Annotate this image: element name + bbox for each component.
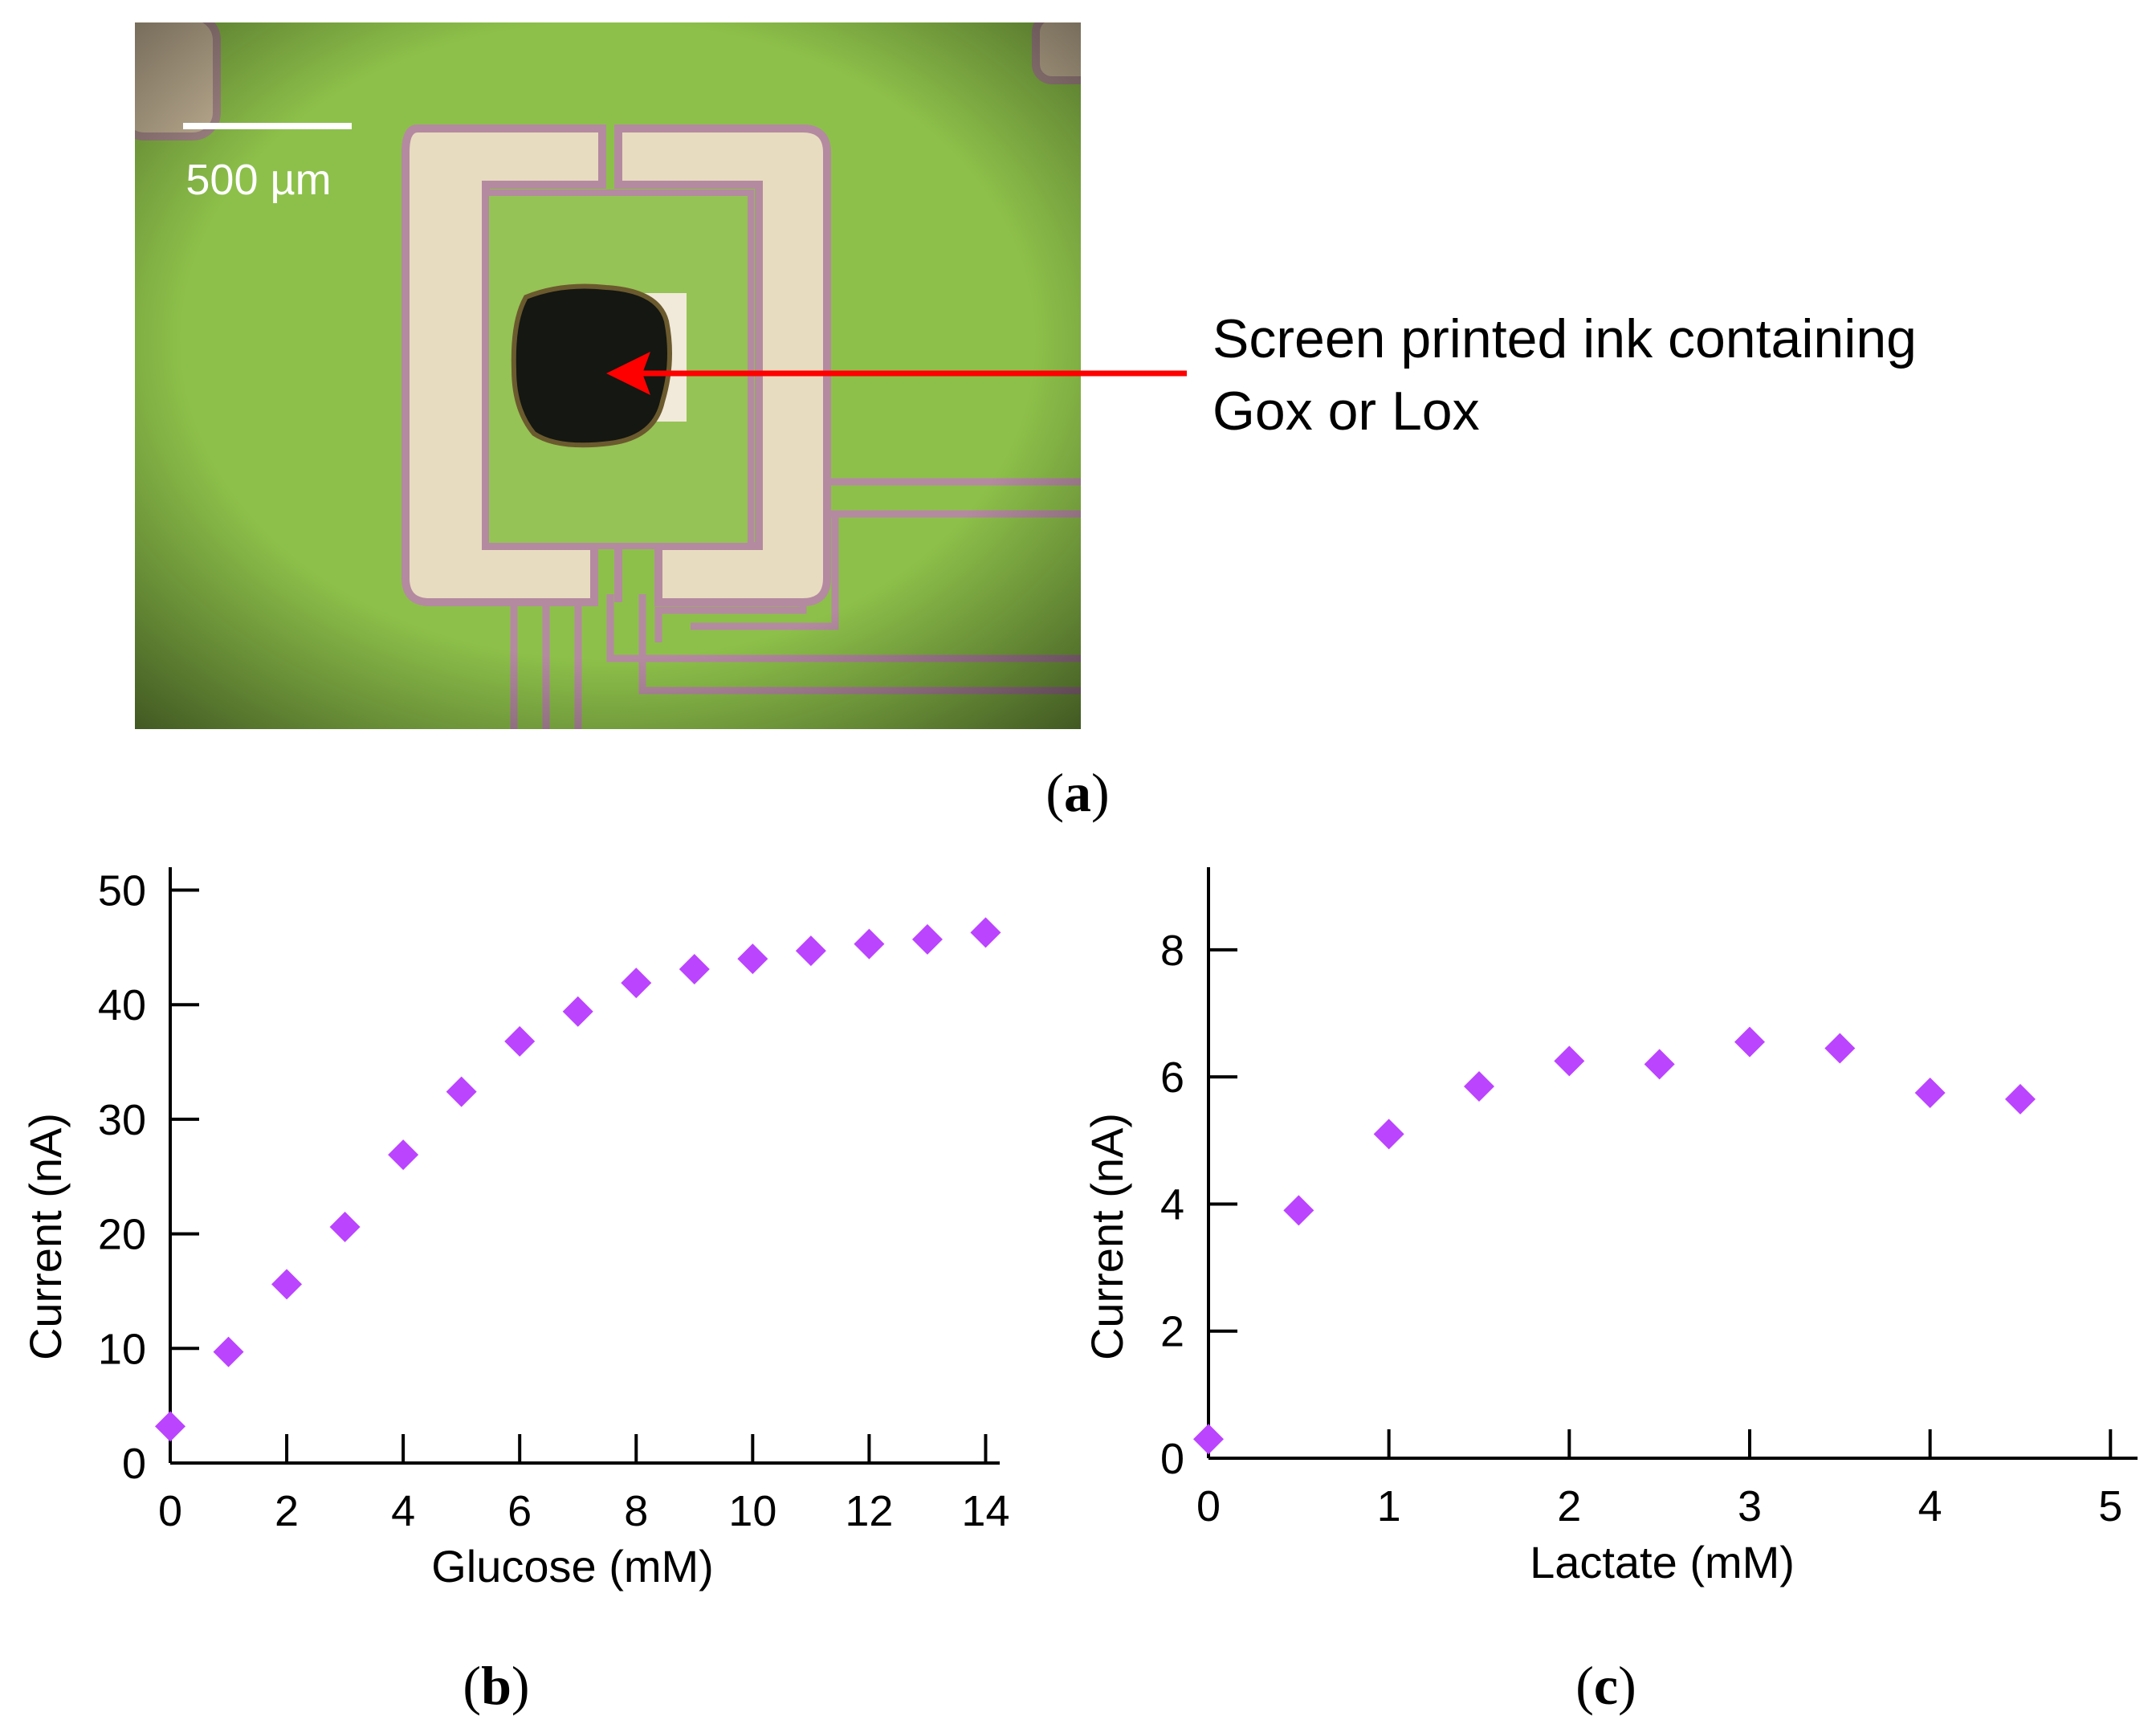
scale-bar-label: 500 µm [185,156,331,204]
data-point [1824,1033,1856,1064]
data-point [155,1411,185,1442]
y-tick-label: 8 [1160,927,1184,975]
y-tick-label: 0 [1160,1435,1184,1483]
lactate-x-axis-title: Lactate (mM) [1530,1537,1795,1587]
data-point [970,917,1001,948]
x-tick-label: 0 [1196,1482,1221,1530]
data-point [854,928,885,960]
data-point [2004,1083,2036,1115]
data-point [388,1139,419,1171]
data-point [1283,1195,1314,1226]
x-tick-label: 10 [728,1487,776,1535]
x-tick-label: 14 [961,1487,1009,1535]
y-tick-label: 50 [98,867,146,915]
data-point [562,996,593,1027]
y-tick-label: 30 [98,1096,146,1144]
x-tick-label: 2 [1557,1482,1581,1530]
glucose-x-axis-title: Glucose (mM) [431,1541,714,1591]
x-tick-label: 6 [507,1487,532,1535]
data-point [911,923,943,955]
x-tick-label: 5 [2098,1482,2122,1530]
data-point [679,953,710,984]
data-point [271,1269,303,1300]
data-point [1554,1045,1585,1077]
glucose-y-axis-title: Current (nA) [20,1113,71,1360]
data-point [737,943,768,975]
annotation-line-1: Screen printed ink containing [1212,308,1917,369]
panel-label-c: (c) [1575,1655,1636,1716]
data-point [621,968,652,999]
glucose-chart: 0 10 20 30 40 50 0 2 4 6 8 10 12 14 Glucose (mM) Cur… [20,867,1010,1591]
x-tick-label: 0 [158,1487,182,1535]
data-point [1193,1424,1224,1455]
annotation-arrow [606,352,1187,395]
x-tick-label: 12 [845,1487,893,1535]
x-tick-label: 4 [391,1487,415,1535]
y-tick-label: 40 [98,981,146,1029]
annotation-line-2: Gox or Lox [1212,381,1480,442]
y-tick-label: 0 [122,1440,146,1488]
y-tick-label: 4 [1160,1180,1184,1229]
data-point [1644,1049,1675,1080]
data-point [504,1025,536,1057]
x-tick-label: 1 [1377,1482,1401,1530]
panel-label-a: (a) [1045,762,1109,823]
data-point [1463,1071,1494,1102]
x-tick-label: 2 [275,1487,299,1535]
data-point [446,1076,477,1107]
y-tick-label: 20 [98,1211,146,1259]
y-tick-label: 2 [1160,1308,1184,1356]
data-point [329,1212,361,1243]
y-tick-label: 6 [1160,1054,1184,1102]
lactate-chart: 0 2 4 6 8 0 1 2 3 4 5 Lactate (mM) Current (nA) [1082,867,2138,1587]
data-point [1734,1026,1765,1058]
x-tick-label: 3 [1738,1482,1762,1530]
data-point [795,935,826,967]
y-tick-label: 10 [98,1325,146,1373]
panel-label-b: (b) [463,1655,529,1716]
x-tick-label: 4 [1918,1482,1942,1530]
data-point [213,1336,244,1367]
x-tick-label: 8 [624,1487,648,1535]
lactate-y-axis-title: Current (nA) [1082,1113,1132,1360]
data-point [1373,1119,1404,1150]
data-point [1914,1077,1946,1108]
